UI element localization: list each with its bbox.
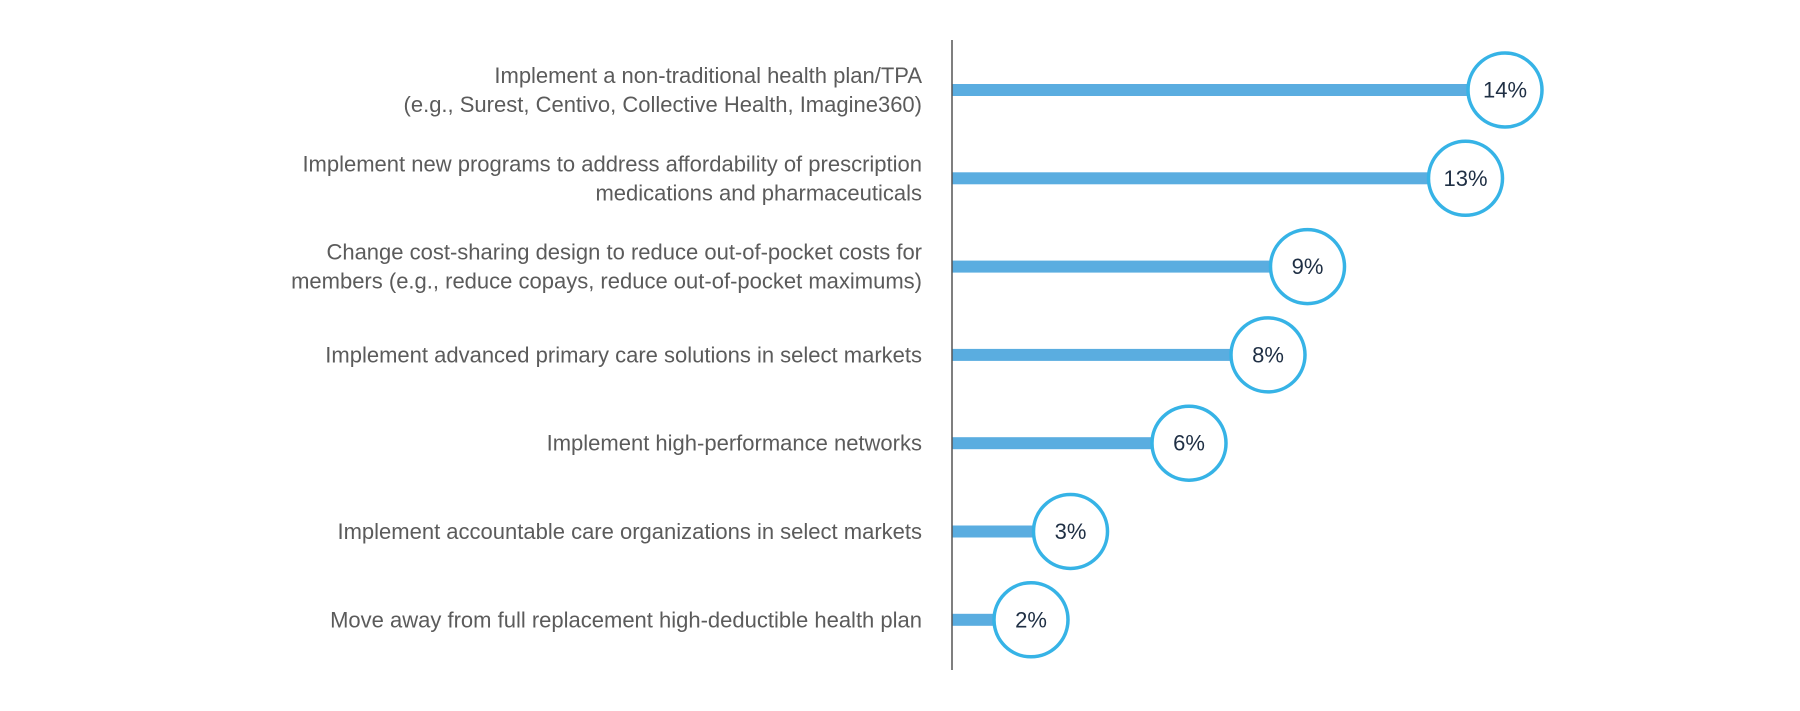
data-label: 8%: [1252, 342, 1284, 367]
value-marker: [1229, 316, 1307, 394]
bar: [952, 437, 1189, 450]
category-label: medications and pharmaceuticals: [595, 180, 922, 205]
category-label: Implement new programs to address afford…: [302, 151, 922, 176]
value-marker: [1150, 404, 1228, 482]
markers-layer: 14% 13% 9% 8% 6% 3% 2%: [992, 51, 1544, 659]
category-labels: Implement a non-traditional health plan/…: [291, 63, 922, 632]
value-marker: [1031, 492, 1110, 571]
bar: [952, 172, 1466, 185]
category-label: (e.g., Surest, Centivo, Collective Healt…: [404, 92, 922, 117]
value-marker: [1426, 139, 1505, 218]
data-label: 14%: [1483, 78, 1527, 103]
category-label: Implement a non-traditional health plan/…: [494, 63, 922, 88]
data-label: 9%: [1292, 254, 1324, 279]
category-label: Move away from full replacement high-ded…: [330, 607, 922, 632]
category-label: Implement high-performance networks: [547, 431, 922, 456]
bar: [952, 84, 1505, 96]
bar: [952, 348, 1268, 361]
value-marker: [992, 581, 1070, 659]
category-label: members (e.g., reduce copays, reduce out…: [291, 269, 922, 294]
bars-layer: [952, 84, 1505, 626]
value-marker: [1466, 51, 1544, 129]
data-label: 6%: [1173, 431, 1205, 456]
data-label: 3%: [1055, 519, 1087, 544]
data-label: 13%: [1443, 166, 1487, 191]
category-label: Change cost-sharing design to reduce out…: [326, 240, 922, 265]
data-label: 2%: [1015, 607, 1047, 632]
category-label: Implement advanced primary care solution…: [325, 342, 922, 367]
value-marker: [1268, 227, 1347, 306]
bar: [952, 260, 1308, 273]
category-label: Implement accountable care organizations…: [337, 519, 922, 544]
